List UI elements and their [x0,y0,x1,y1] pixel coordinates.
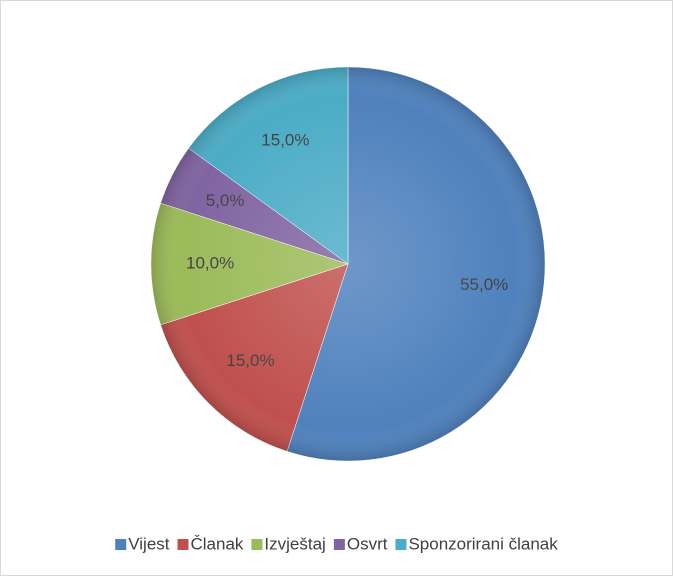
legend-swatch [115,539,127,550]
data-label: 15,0% [226,351,274,370]
legend-label: Sponzorirani članak [408,534,558,553]
legend-swatch [251,539,263,550]
legend-label: Osvrt [347,534,388,553]
legend-swatch [177,539,189,550]
legend-label: Izvještaj [264,534,325,553]
legend-swatch [395,539,407,550]
legend-label: Vijest [128,534,170,553]
data-label: 10,0% [186,253,234,272]
legend-label: Članak [191,534,244,553]
data-label: 55,0% [460,275,508,294]
data-label: 5,0% [206,191,245,210]
legend-swatch [333,539,345,550]
data-label: 15,0% [261,131,309,150]
